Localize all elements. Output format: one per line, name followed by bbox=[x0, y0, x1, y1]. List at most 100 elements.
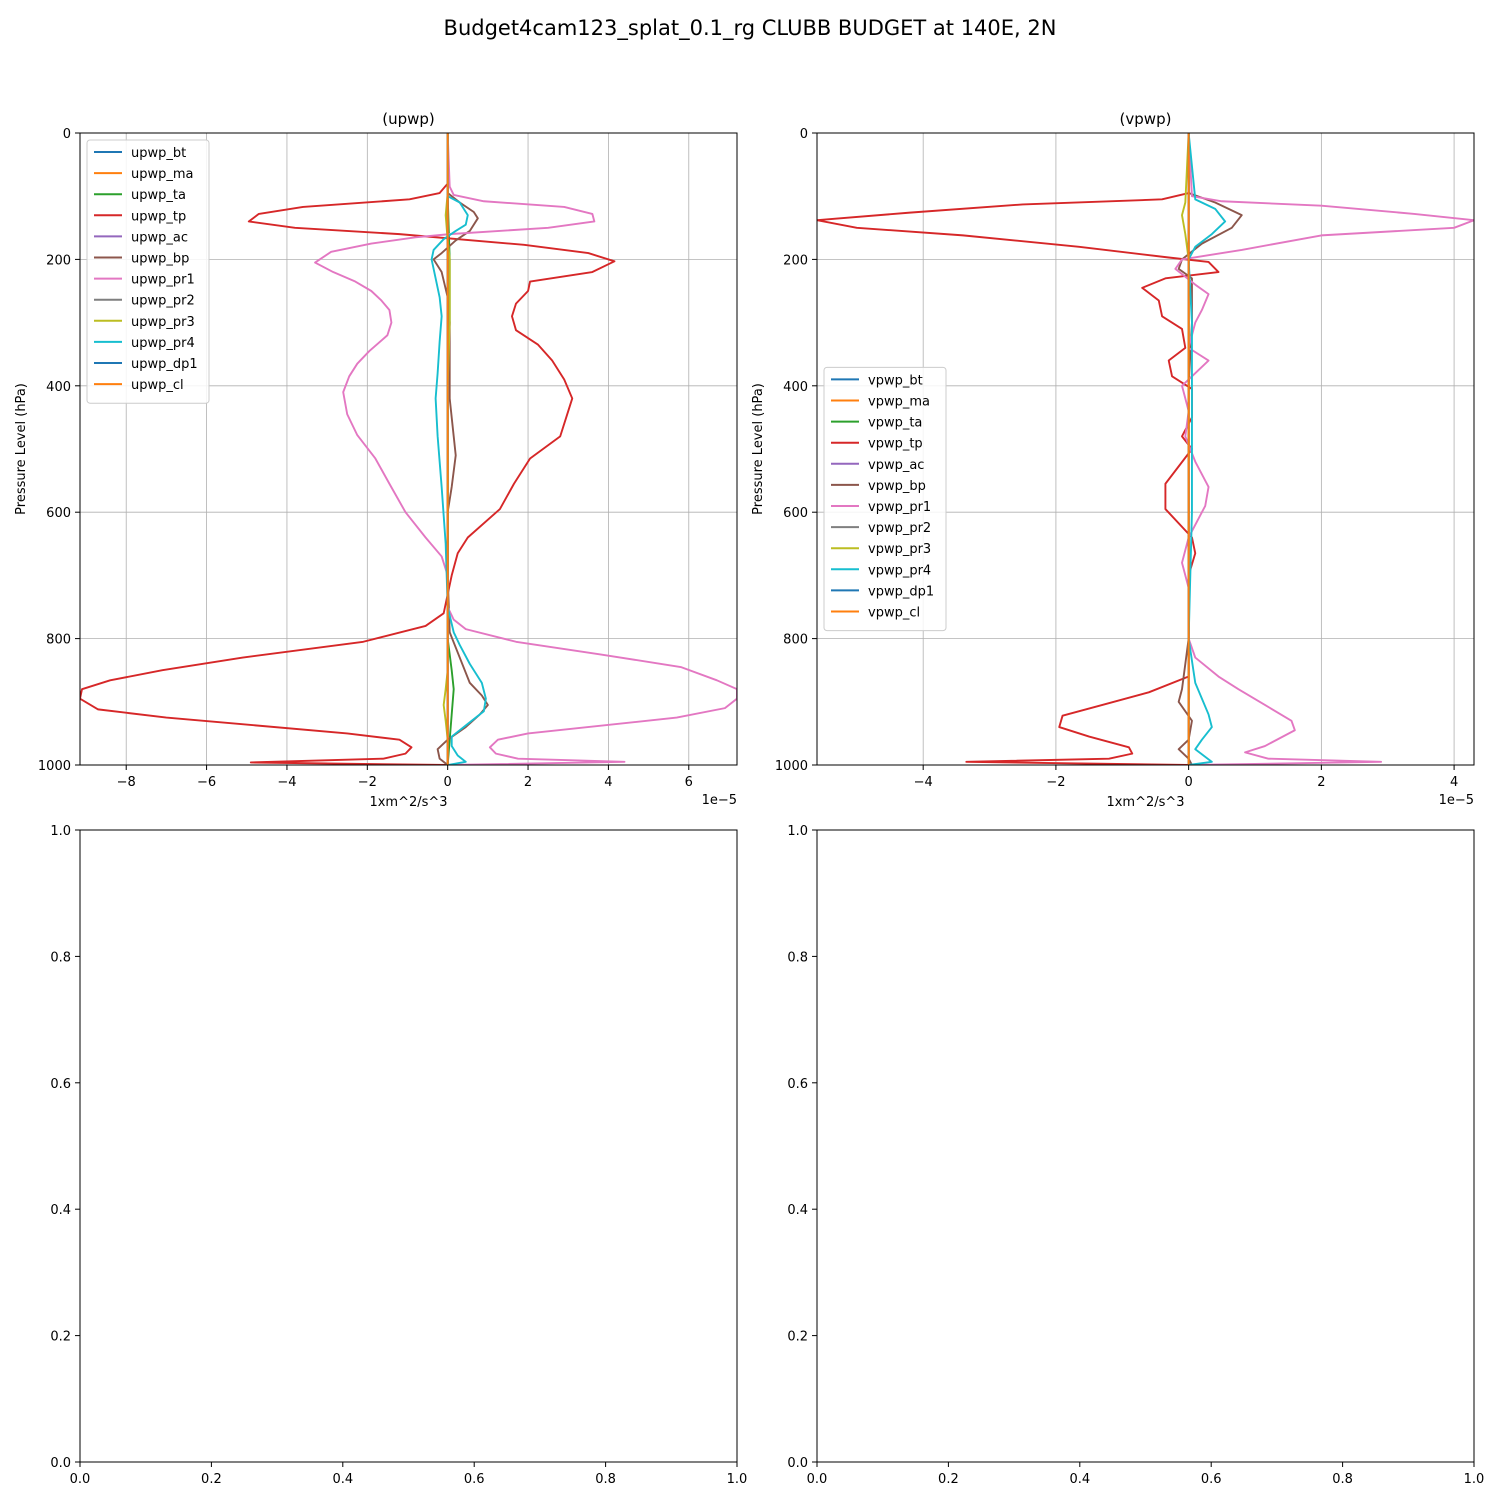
legend: upwp_bt upwp_ma upwp_ta upwp_tp upwp_ac upwp_… bbox=[86, 139, 210, 404]
x-tick-label: 0 bbox=[444, 775, 452, 790]
y-tick-label: 0.6 bbox=[787, 1077, 808, 1092]
legend-label: upwp_cl bbox=[131, 378, 184, 393]
subplot-4: 0.0 0.2 0.4 0.6 0.8 1.0 0.0 0.2 0.4 0.6 0.8 1.0 bbox=[787, 824, 1484, 1487]
x-tick-label: 0 bbox=[1184, 775, 1192, 790]
legend-label: vpwp_cl bbox=[868, 606, 920, 621]
x-tick-label: 4 bbox=[1450, 775, 1458, 790]
x-tick-label: 0.0 bbox=[807, 1472, 828, 1487]
legend-label: vpwp_pr4 bbox=[868, 563, 931, 578]
legend-box bbox=[823, 366, 947, 632]
subplot-1: −8 −6 −4 −2 0 2 4 6 0 200 400 600 800 1000 (upwp) 1xm^2… bbox=[14, 110, 738, 810]
y-tick-label: 200 bbox=[783, 253, 808, 268]
y-tick-label: 1000 bbox=[38, 759, 71, 774]
x-tick-label: 1.0 bbox=[1464, 1472, 1485, 1487]
axes-frame bbox=[816, 132, 1475, 766]
subplot-title: (upwp) bbox=[382, 110, 435, 128]
x-tick-label: 0.2 bbox=[201, 1472, 222, 1487]
x-tick-label: 1.0 bbox=[727, 1472, 748, 1487]
x-axis-label: 1xm^2/s^3 bbox=[1106, 795, 1184, 810]
y-tick-label: 600 bbox=[783, 506, 808, 521]
y-tick-label: 1.0 bbox=[787, 824, 808, 839]
legend-label: upwp_pr3 bbox=[131, 315, 195, 330]
legend-label: upwp_pr4 bbox=[131, 336, 195, 351]
axes-frame bbox=[816, 829, 1475, 1463]
y-tick-label: 1.0 bbox=[50, 824, 71, 839]
axes-frame bbox=[79, 132, 738, 766]
legend-label: upwp_ma bbox=[131, 167, 194, 182]
y-tick-label: 0.8 bbox=[787, 950, 808, 965]
x-tick-label: 0.2 bbox=[938, 1472, 959, 1487]
y-axis-label: Pressure Level (hPa) bbox=[751, 383, 766, 515]
y-axis-label: Pressure Level (hPa) bbox=[14, 383, 29, 515]
x-tick-label: 0.6 bbox=[1201, 1472, 1222, 1487]
x-offset-text: 1e−5 bbox=[1439, 793, 1474, 808]
y-tick-label: 0.6 bbox=[50, 1077, 71, 1092]
x-tick-label: −4 bbox=[277, 775, 296, 790]
series-group bbox=[817, 133, 1474, 765]
x-tick-label: −4 bbox=[914, 775, 933, 790]
x-tick-label: 2 bbox=[524, 775, 532, 790]
y-tick-label: 800 bbox=[46, 633, 71, 648]
series-line-upwp_pr1 bbox=[314, 133, 737, 765]
y-tick-label: 800 bbox=[783, 633, 808, 648]
y-tick-label: 0 bbox=[800, 127, 808, 142]
x-tick-label: 0.0 bbox=[70, 1472, 91, 1487]
x-offset-text: 1e−5 bbox=[702, 793, 737, 808]
legend-label: upwp_tp bbox=[131, 209, 186, 224]
x-tick-label: −2 bbox=[358, 775, 377, 790]
y-tick-label: 0.4 bbox=[50, 1203, 71, 1218]
legend-label: vpwp_ta bbox=[868, 416, 922, 431]
series-line-upwp_tp bbox=[80, 133, 616, 765]
subplot-title: (vpwp) bbox=[1120, 110, 1172, 128]
y-tick-label: 0.2 bbox=[787, 1330, 808, 1345]
subplot-3: 0.0 0.2 0.4 0.6 0.8 1.0 0.0 0.2 0.4 0.6 0.8 1.0 bbox=[50, 824, 747, 1487]
legend-label: upwp_ta bbox=[131, 188, 186, 203]
legend-label: vpwp_bp bbox=[868, 479, 926, 494]
y-tick-label: 0.0 bbox=[787, 1456, 808, 1471]
x-tick-label: −2 bbox=[1046, 775, 1065, 790]
x-tick-label: 0.6 bbox=[464, 1472, 485, 1487]
legend-label: upwp_bt bbox=[131, 146, 186, 161]
x-tick-label: 0.8 bbox=[595, 1472, 616, 1487]
subplot-2: −4 −2 0 2 4 0 200 400 600 800 1000 (vpwp) 1xm^2/s^3 1… bbox=[751, 110, 1475, 810]
series-line-vpwp_pr1 bbox=[1174, 133, 1474, 765]
legend-box bbox=[86, 139, 210, 404]
y-tick-label: 400 bbox=[783, 380, 808, 395]
legend-label: vpwp_pr3 bbox=[868, 542, 931, 557]
x-tick-label: 2 bbox=[1317, 775, 1325, 790]
y-tick-label: 0.0 bbox=[50, 1456, 71, 1471]
legend-label: vpwp_tp bbox=[868, 437, 923, 452]
legend-label: vpwp_ac bbox=[868, 458, 924, 473]
legend-label: vpwp_pr2 bbox=[868, 521, 931, 536]
x-tick-label: 0.4 bbox=[332, 1472, 353, 1487]
x-tick-label: 4 bbox=[604, 775, 612, 790]
x-tick-label: 0.4 bbox=[1069, 1472, 1090, 1487]
y-tick-label: 400 bbox=[46, 380, 71, 395]
x-tick-label: 6 bbox=[685, 775, 693, 790]
x-tick-label: 0.8 bbox=[1332, 1472, 1353, 1487]
legend-label: vpwp_pr1 bbox=[868, 500, 931, 515]
x-tick-label: −6 bbox=[197, 775, 216, 790]
figure-title: Budget4cam123_splat_0.1_rg CLUBB BUDGET … bbox=[443, 16, 1057, 40]
legend-label: upwp_bp bbox=[131, 252, 189, 267]
y-tick-label: 0.8 bbox=[50, 950, 71, 965]
legend-label: vpwp_dp1 bbox=[868, 584, 934, 599]
y-tick-label: 200 bbox=[46, 253, 71, 268]
legend-label: upwp_dp1 bbox=[131, 357, 198, 372]
legend-label: vpwp_ma bbox=[868, 395, 930, 410]
legend-label: upwp_pr1 bbox=[131, 273, 195, 288]
series-line-vpwp_pr4 bbox=[1187, 133, 1227, 765]
x-axis-label: 1xm^2/s^3 bbox=[369, 795, 447, 810]
legend-label: vpwp_bt bbox=[868, 373, 923, 388]
legend: vpwp_bt vpwp_ma vpwp_ta vpwp_tp vpwp_ac vpwp_… bbox=[823, 366, 947, 632]
y-tick-label: 0.4 bbox=[787, 1203, 808, 1218]
axes-frame bbox=[79, 829, 738, 1463]
y-tick-label: 600 bbox=[46, 506, 71, 521]
series-line-upwp_pr4 bbox=[430, 133, 487, 765]
series-group bbox=[80, 133, 737, 765]
legend-label: upwp_ac bbox=[131, 230, 188, 245]
y-tick-label: 0 bbox=[63, 127, 71, 142]
legend-label: upwp_pr2 bbox=[131, 294, 195, 309]
y-tick-label: 0.2 bbox=[50, 1330, 71, 1345]
